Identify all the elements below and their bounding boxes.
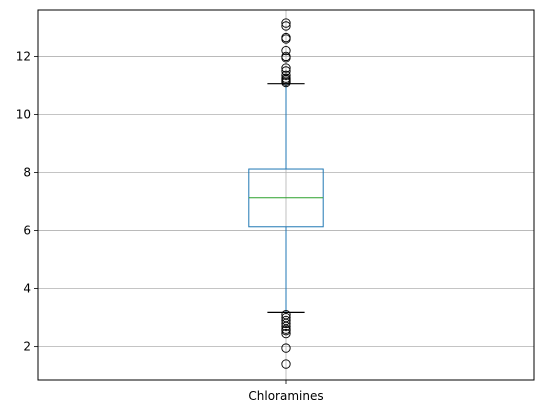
x-tick-label: Chloramines <box>248 389 323 403</box>
y-tick-label: 10 <box>16 107 31 121</box>
box-marks <box>248 18 324 369</box>
y-tick-label: 2 <box>23 340 31 354</box>
outlier-point <box>281 63 291 73</box>
outlier-point <box>281 321 291 331</box>
outlier-point <box>281 32 291 43</box>
outlier-point <box>281 343 291 353</box>
outlier-point <box>281 45 291 56</box>
outlier-point <box>281 66 291 76</box>
outlier-point <box>281 73 291 83</box>
y-tick-label: 12 <box>16 49 31 63</box>
y-tick-label: 4 <box>23 282 31 296</box>
outlier-point <box>281 70 291 80</box>
outlier-point <box>281 326 291 336</box>
outlier-point <box>281 328 291 339</box>
outlier-point <box>281 21 291 31</box>
outlier-point <box>281 18 291 28</box>
outlier-point <box>281 318 291 329</box>
y-axis: 2 4 6 8 10 12 <box>16 49 38 354</box>
x-axis: Chloramines <box>248 380 324 403</box>
y-tick-label: 8 <box>23 166 31 180</box>
y-tick-label: 6 <box>23 224 31 238</box>
box-group <box>248 18 324 369</box>
outlier-point <box>281 359 291 369</box>
outlier-point <box>281 51 291 62</box>
